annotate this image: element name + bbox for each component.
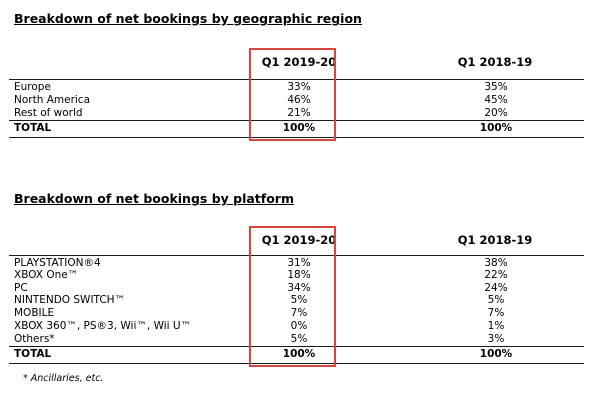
- table-row: PLAYSTATION®4 31% 38%: [9, 257, 584, 269]
- row-value-q1-2019-20: 7%: [290, 307, 308, 319]
- table-row: NINTENDO SWITCH™ 5% 5%: [9, 294, 584, 306]
- row-value-q1-2019-20: 33%: [287, 81, 311, 93]
- row-label: NINTENDO SWITCH™: [14, 294, 126, 306]
- table-row: North America 46% 45%: [9, 94, 584, 106]
- row-label: PC: [14, 282, 28, 294]
- row-value-q1-2018-19: 24%: [484, 282, 508, 294]
- table-row: Others* 5% 3%: [9, 333, 584, 345]
- table-row: MOBILE 7% 7%: [9, 307, 584, 319]
- platform-header-q1-2019-20: Q1 2019-20: [261, 233, 337, 247]
- row-label: MOBILE: [14, 307, 55, 319]
- row-value-q1-2018-19: 7%: [487, 307, 505, 319]
- platform-bottom-rule: [9, 363, 584, 364]
- region-header-q1-2018-19: Q1 2018-19: [457, 55, 533, 69]
- row-value-q1-2019-20: 0%: [290, 320, 308, 332]
- row-value-q1-2018-19: 22%: [484, 269, 508, 281]
- total-label: TOTAL: [14, 122, 52, 134]
- row-value-q1-2019-20: 46%: [287, 94, 311, 106]
- row-label: PLAYSTATION®4: [14, 257, 101, 269]
- total-row: TOTAL 100% 100%: [9, 122, 584, 134]
- row-label: Rest of world: [14, 107, 83, 119]
- total-label: TOTAL: [14, 348, 52, 360]
- row-value-q1-2018-19: 1%: [487, 320, 505, 332]
- row-value-q1-2018-19: 5%: [487, 294, 505, 306]
- platform-total-rule: [9, 346, 584, 347]
- row-label: Europe: [14, 81, 51, 93]
- row-label: North America: [14, 94, 91, 106]
- row-value-q1-2018-19: 20%: [484, 107, 508, 119]
- row-label: XBOX One™: [14, 269, 79, 281]
- region-bottom-rule: [9, 137, 584, 138]
- table-row: Europe 33% 35%: [9, 81, 584, 93]
- row-value-q1-2019-20: 34%: [287, 282, 311, 294]
- row-value-q1-2019-20: 5%: [290, 333, 308, 345]
- highlight-box: [249, 48, 336, 141]
- table-row: Rest of world 21% 20%: [9, 107, 584, 119]
- row-value-q1-2019-20: 18%: [287, 269, 311, 281]
- platform-header-q1-2018-19: Q1 2018-19: [457, 233, 533, 247]
- platform-title: Breakdown of net bookings by platform: [14, 191, 294, 206]
- row-label: Others*: [14, 333, 55, 345]
- region-total-rule: [9, 120, 584, 121]
- region-title: Breakdown of net bookings by geographic …: [14, 11, 362, 26]
- total-row: TOTAL 100% 100%: [9, 348, 584, 360]
- row-label: XBOX 360™, PS®3, Wii™, Wii U™: [14, 320, 192, 332]
- highlight-box: [249, 226, 336, 367]
- table-row: XBOX One™ 18% 22%: [9, 269, 584, 281]
- row-value-q1-2019-20: 21%: [287, 107, 311, 119]
- platform-header-rule: [9, 255, 584, 256]
- table-row: PC 34% 24%: [9, 282, 584, 294]
- row-value-q1-2018-19: 38%: [484, 257, 508, 269]
- table-row: XBOX 360™, PS®3, Wii™, Wii U™ 0% 1%: [9, 320, 584, 332]
- total-value-q1-2018-19: 100%: [479, 348, 513, 360]
- row-value-q1-2019-20: 5%: [290, 294, 308, 306]
- region-header-rule: [9, 79, 584, 80]
- row-value-q1-2018-19: 45%: [484, 94, 508, 106]
- total-value-q1-2019-20: 100%: [282, 122, 316, 134]
- footnote: * Ancillaries, etc.: [23, 373, 104, 384]
- row-value-q1-2019-20: 31%: [287, 257, 311, 269]
- row-value-q1-2018-19: 3%: [487, 333, 505, 345]
- row-value-q1-2018-19: 35%: [484, 81, 508, 93]
- total-value-q1-2018-19: 100%: [479, 122, 513, 134]
- region-header-q1-2019-20: Q1 2019-20: [261, 55, 337, 69]
- total-value-q1-2019-20: 100%: [282, 348, 316, 360]
